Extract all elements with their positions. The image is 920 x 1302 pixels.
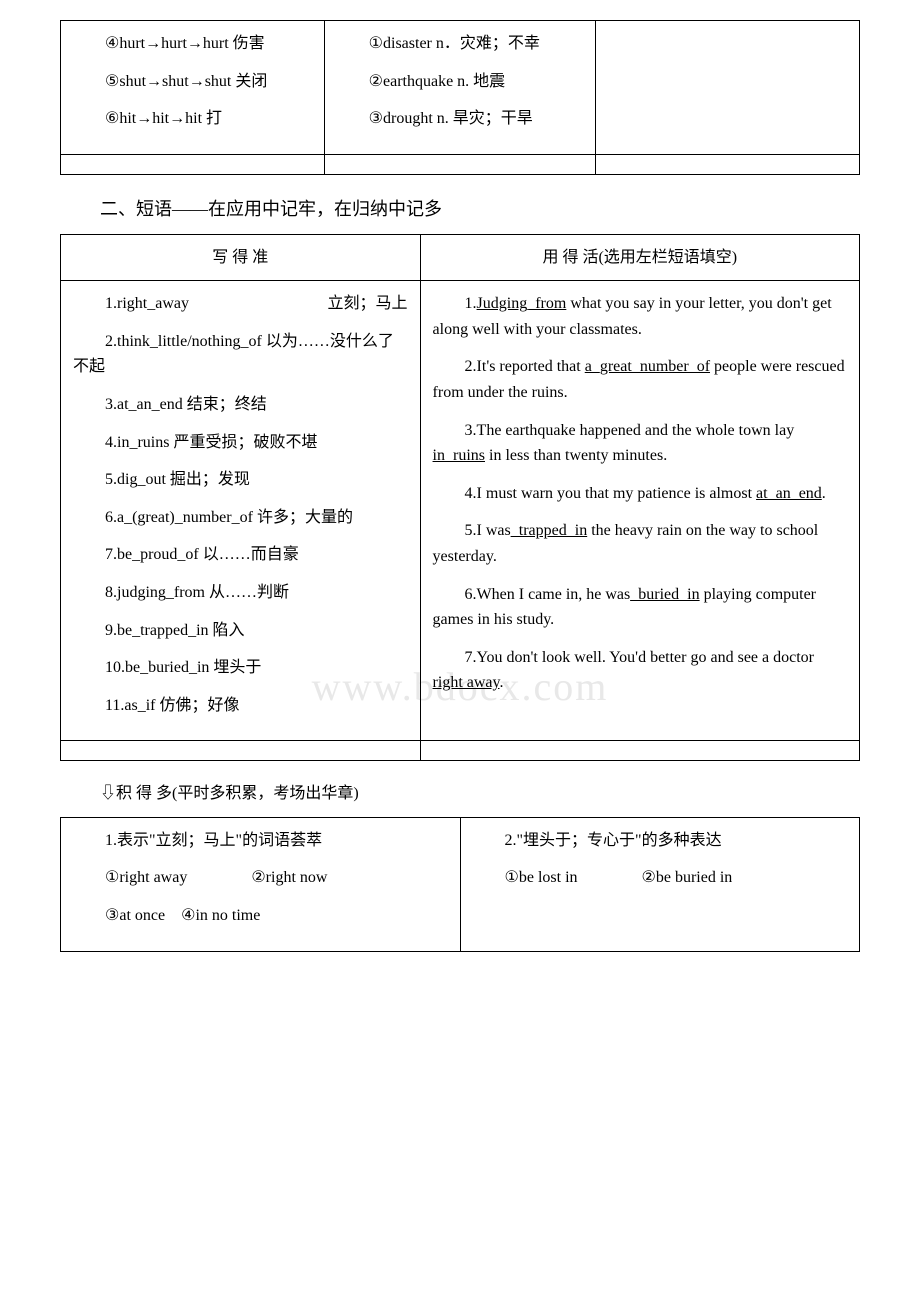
section-2-heading: 二、短语——在应用中记牢，在归纳中记多: [100, 195, 860, 224]
phrase-2: 2.think_little/nothing_of 以为……没什么了不起: [73, 329, 408, 380]
phrase-8: 8.judging_from 从……判断: [73, 580, 408, 606]
phrases-header-right: 用 得 活(选用左栏短语填空): [420, 234, 859, 281]
noun-item-1: ①disaster n．灾难；不幸: [337, 31, 584, 57]
empty-cell: [420, 741, 859, 761]
extra-left-title: 1.表示"立刻；马上"的词语荟萃: [73, 828, 448, 854]
phrase-9: 9.be_trapped_in 陷入: [73, 618, 408, 644]
nouns-cell: ①disaster n．灾难；不幸 ②earthquake n. 地震 ③dro…: [324, 21, 596, 155]
extra-right-cell: 2."埋头于；专心于"的多种表达 ①be lost in ②be buried …: [460, 817, 860, 951]
sentence-7: 7.You don't look well. You'd better go a…: [433, 645, 847, 696]
extra-right-line1: ①be lost in ②be buried in: [473, 865, 848, 891]
verb-item-4: ④hurt→hurt→hurt 伤害: [73, 31, 312, 57]
empty-cell: [596, 154, 860, 174]
phrases-right-cell: 1.Judging_from what you say in your lett…: [420, 281, 859, 741]
extra-left-cell: 1.表示"立刻；马上"的词语荟萃 ①right away ②right now …: [61, 817, 461, 951]
sentence-6: 6.When I came in, he was_buried_in playi…: [433, 582, 847, 633]
sentence-4: 4.I must warn you that my patience is al…: [433, 481, 847, 507]
table-extra: 1.表示"立刻；马上"的词语荟萃 ①right away ②right now …: [60, 817, 860, 952]
verb-item-6: ⑥hit→hit→hit 打: [73, 106, 312, 132]
phrase-4: 4.in_ruins 严重受损；破败不堪: [73, 430, 408, 456]
sentence-2: 2.It's reported that a_great_number_of p…: [433, 354, 847, 405]
verb-item-5: ⑤shut→shut→shut 关闭: [73, 69, 312, 95]
phrase-11: 11.as_if 仿佛；好像: [73, 693, 408, 719]
phrase-5: 5.dig_out 掘出；发现: [73, 467, 408, 493]
noun-item-2: ②earthquake n. 地震: [337, 69, 584, 95]
extra-left-line2: ③at once ④in no time: [73, 903, 448, 929]
section-3-heading: ⇩积 得 多(平时多积累，考场出华章): [100, 781, 860, 807]
empty-cell: [61, 154, 325, 174]
phrases-header-left: 写 得 准: [61, 234, 421, 281]
phrase-7: 7.be_proud_of 以……而自豪: [73, 542, 408, 568]
sentence-5: 5.I was_trapped_in the heavy rain on the…: [433, 518, 847, 569]
sentence-3: 3.The earthquake happened and the whole …: [433, 418, 847, 469]
empty-cell: [61, 741, 421, 761]
table-phrases: 写 得 准 用 得 活(选用左栏短语填空) 1.right_away立刻；马上 …: [60, 234, 860, 762]
extra-right-title: 2."埋头于；专心于"的多种表达: [473, 828, 848, 854]
phrase-6: 6.a_(great)_number_of 许多；大量的: [73, 505, 408, 531]
phrases-left-cell: 1.right_away立刻；马上 2.think_little/nothing…: [61, 281, 421, 741]
table-verbs-nouns: ④hurt→hurt→hurt 伤害 ⑤shut→shut→shut 关闭 ⑥h…: [60, 20, 860, 175]
phrase-1: 1.right_away立刻；马上: [73, 291, 408, 317]
noun-item-3: ③drought n. 旱灾；干旱: [337, 106, 584, 132]
sentence-1: 1.Judging_from what you say in your lett…: [433, 291, 847, 342]
verbs-cell: ④hurt→hurt→hurt 伤害 ⑤shut→shut→shut 关闭 ⑥h…: [61, 21, 325, 155]
empty-cell: [324, 154, 596, 174]
phrase-3: 3.at_an_end 结束；终结: [73, 392, 408, 418]
extra-left-line1: ①right away ②right now: [73, 865, 448, 891]
empty-cell: [596, 21, 860, 155]
phrase-10: 10.be_buried_in 埋头于: [73, 655, 408, 681]
